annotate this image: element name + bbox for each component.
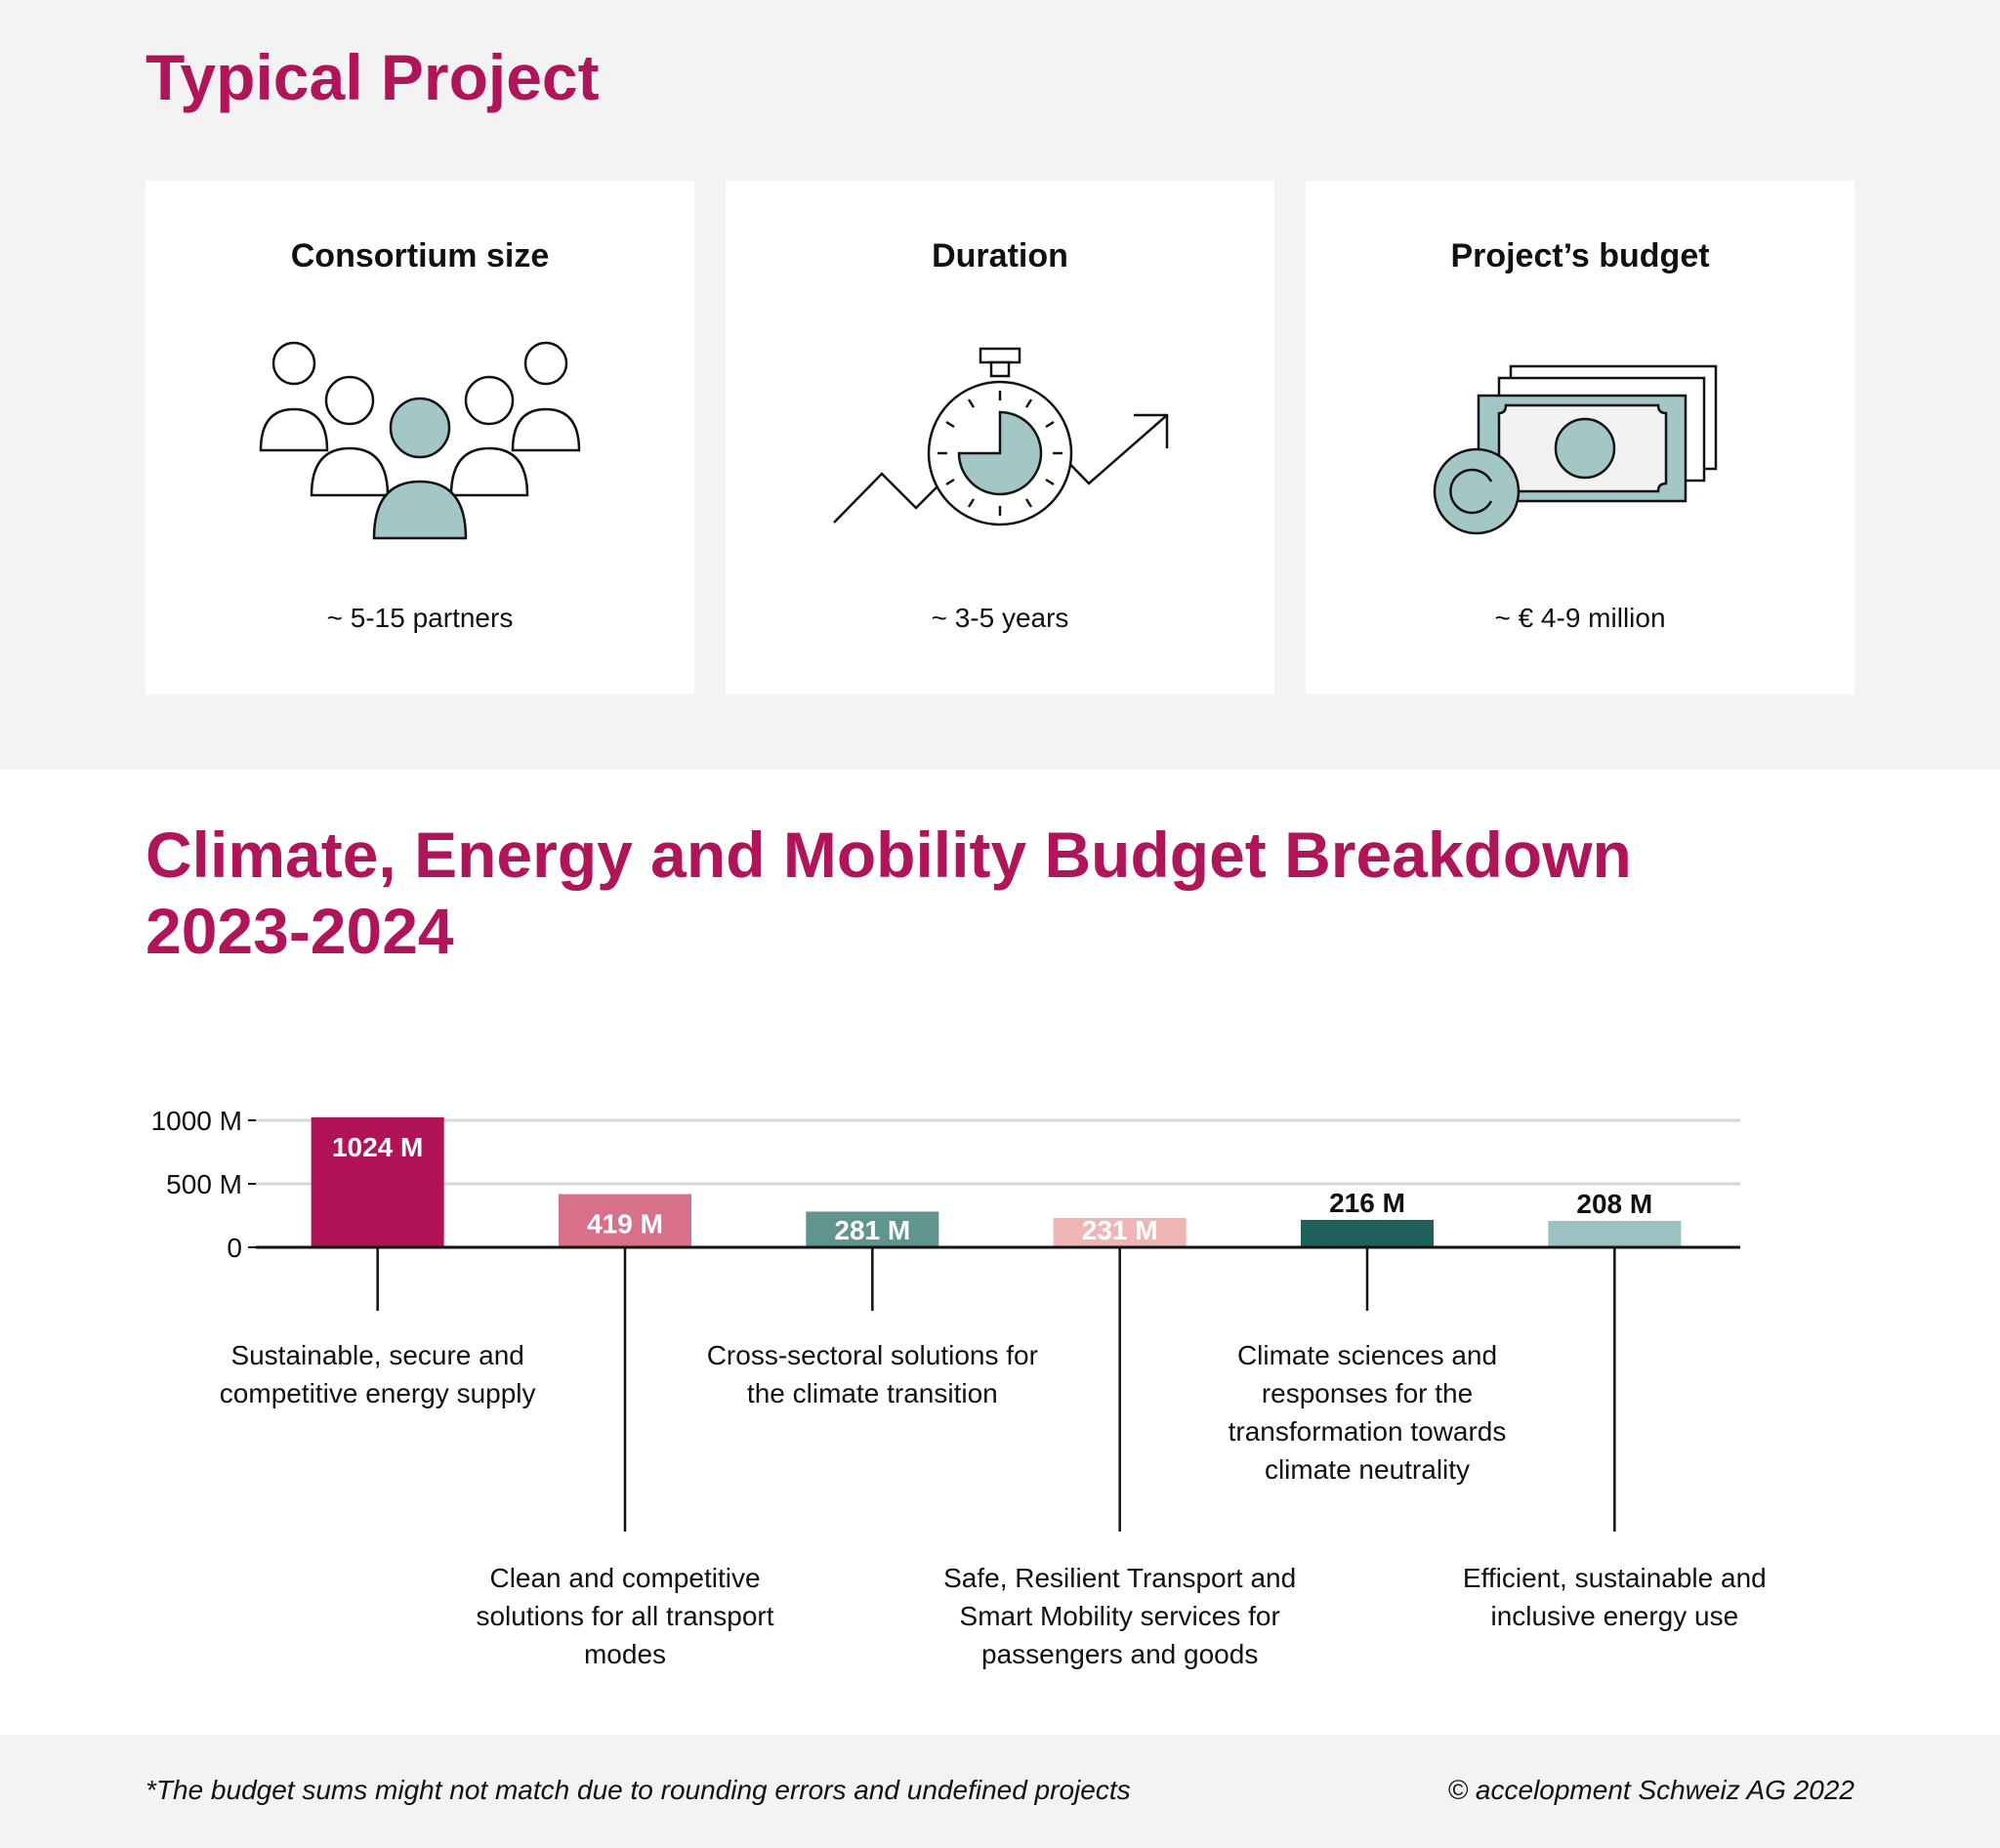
bar bbox=[806, 1211, 939, 1247]
category-label: Sustainable, secure and competitive energ… bbox=[220, 1340, 536, 1408]
footer-band bbox=[0, 1735, 2000, 1848]
stopwatch-trend-icon bbox=[833, 347, 1169, 526]
bar-value-label: 208 M bbox=[1576, 1189, 1652, 1219]
bar-value-label: 1024 M bbox=[332, 1132, 423, 1162]
bar-value-label: 216 M bbox=[1329, 1188, 1405, 1218]
card-title: Project’s budget bbox=[1450, 237, 1710, 274]
category-label: Climate sciences and responses for the tra… bbox=[1229, 1340, 1507, 1485]
bar-value-label: 231 M bbox=[1082, 1215, 1158, 1245]
banknotes-coin-icon bbox=[1433, 364, 1718, 535]
y-tick-label: 500 M bbox=[166, 1169, 242, 1199]
y-tick-label: 1000 M bbox=[151, 1106, 242, 1136]
bar bbox=[1548, 1220, 1682, 1247]
bar-value-label: 281 M bbox=[834, 1215, 910, 1245]
budget-title-line2: 2023-2024 bbox=[146, 895, 454, 967]
card-value: ~ 3-5 years bbox=[931, 603, 1069, 633]
bar-value-label: 419 M bbox=[587, 1209, 663, 1239]
typical-project-title: Typical Project bbox=[146, 41, 600, 113]
card-value: ~ € 4-9 million bbox=[1494, 603, 1666, 633]
budget-breakdown-title: Climate, Energy and Mobility Budget Brea… bbox=[146, 817, 1903, 969]
bar bbox=[559, 1194, 691, 1247]
rounding-footnote: *The budget sums might not match due to … bbox=[146, 1775, 1131, 1805]
category-label: Cross-sectoral solutions for the climate … bbox=[707, 1340, 1038, 1408]
copyright-note: © accelopment Schweiz AG 2022 bbox=[1447, 1775, 1854, 1805]
card-title: Duration bbox=[932, 237, 1068, 274]
bar bbox=[311, 1116, 444, 1247]
budget-title-line1: Climate, Energy and Mobility Budget Brea… bbox=[146, 819, 1632, 891]
duration-card: Duration ~ 3-5 years bbox=[726, 181, 1274, 694]
bar bbox=[1301, 1219, 1434, 1247]
consortium-size-card: Consortium size ~ 5-15 partners bbox=[146, 181, 694, 694]
card-value: ~ 5-15 partners bbox=[326, 603, 514, 633]
bar bbox=[1053, 1217, 1187, 1247]
people-group-icon bbox=[259, 341, 581, 540]
category-label: Efficient, sustainable and inclusive ener… bbox=[1463, 1563, 1767, 1631]
category-label: Clean and competitive solutions for all t… bbox=[476, 1563, 773, 1669]
category-label: Safe, Resilient Transport and Smart Mobil… bbox=[943, 1563, 1296, 1669]
y-tick-label: 0 bbox=[227, 1233, 242, 1263]
budget-bar-chart: 0 500 M 1000 M 1024 M Sustainable, secure an… bbox=[151, 1106, 1767, 1669]
project-budget-card: Project’s budget ~ € 4-9 million bbox=[1306, 181, 1854, 694]
card-title: Consortium size bbox=[290, 237, 550, 274]
